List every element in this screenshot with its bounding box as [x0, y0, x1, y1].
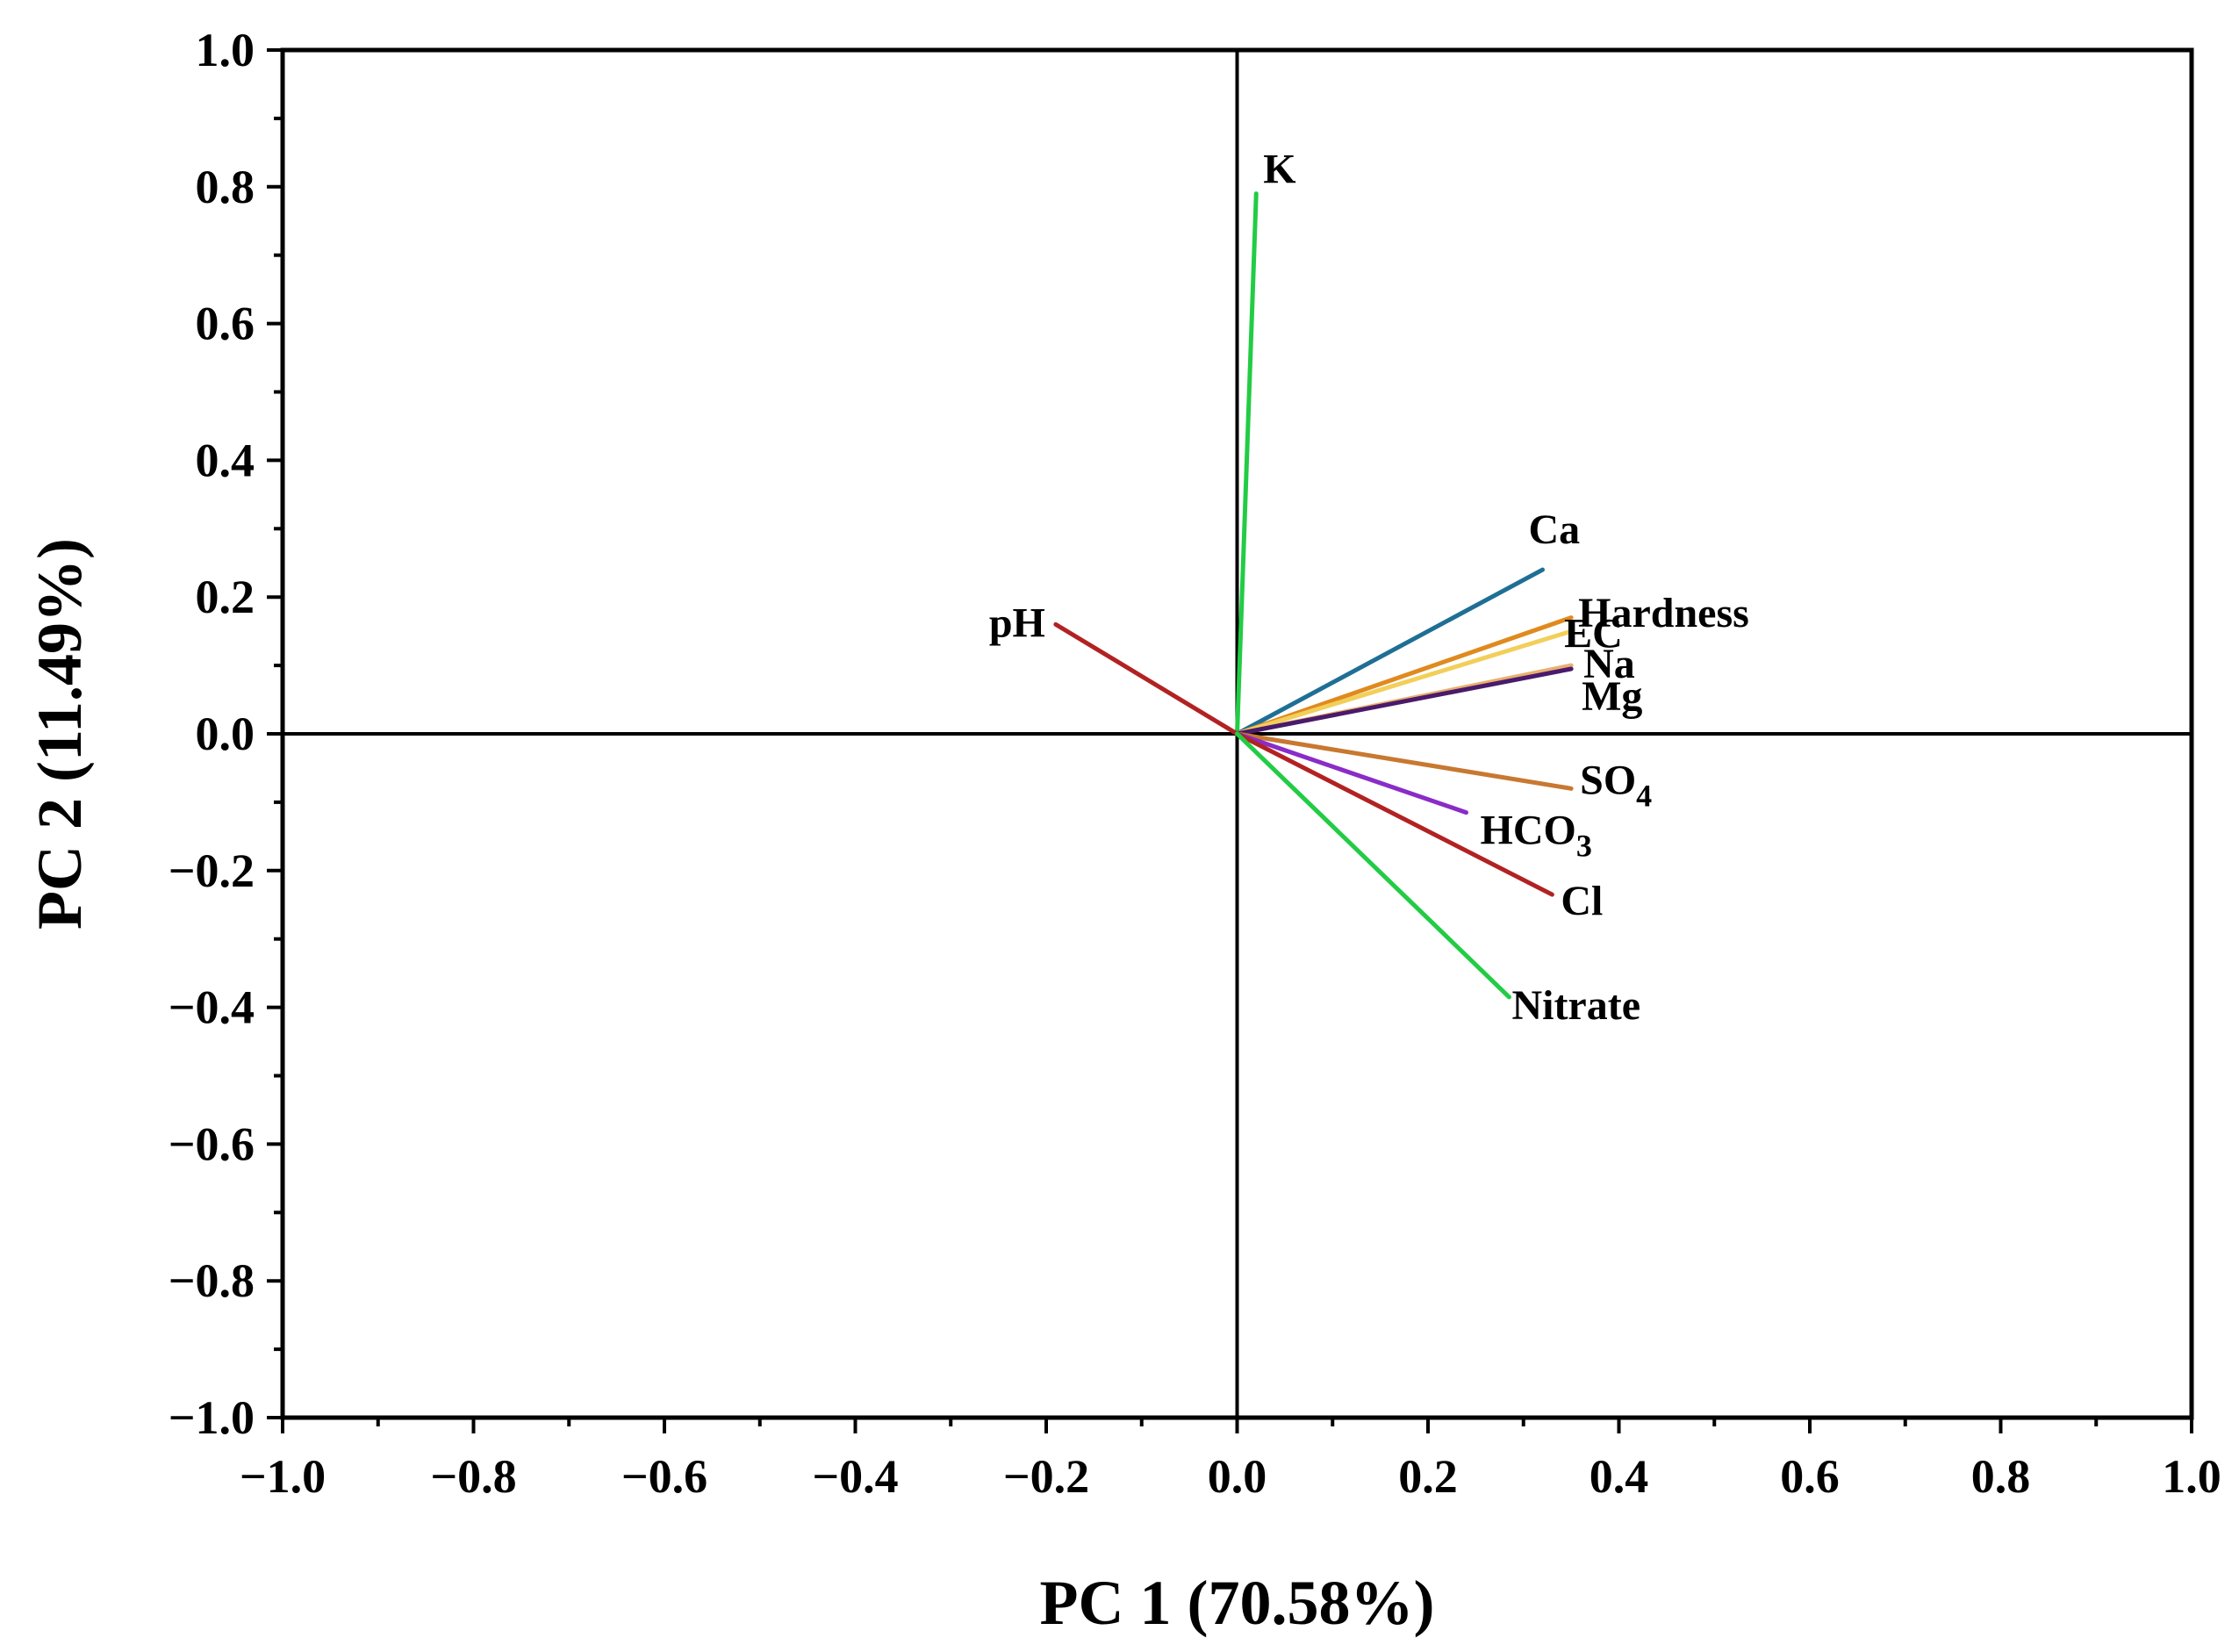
x-tick-label: −0.2: [1003, 1450, 1089, 1503]
y-tick-label: 0.0: [196, 707, 255, 760]
y-tick-label: 1.0: [196, 24, 255, 76]
y-tick-label: −0.8: [169, 1254, 255, 1307]
vector-hardness: [1235, 628, 1574, 736]
vector-label-k: K: [1263, 147, 1295, 193]
x-tick-label: 0.0: [1208, 1450, 1267, 1503]
vector-label-cl: Cl: [1561, 878, 1603, 924]
x-tick-label: 0.8: [1971, 1450, 2031, 1503]
vector-so4: [1235, 731, 1574, 791]
vector-label-nitrate: Nitrate: [1511, 982, 1640, 1029]
plot-frame: [280, 47, 2194, 1420]
vector-label-so4: SO4: [1580, 757, 1652, 813]
vector-label-ca: Ca: [1529, 506, 1581, 553]
x-tick-label: 0.6: [1780, 1450, 1840, 1503]
x-axis-title: PC 1 (70.58%): [1040, 1568, 1435, 1638]
y-tick-label: −0.6: [169, 1117, 255, 1170]
x-tick-label: −0.8: [430, 1450, 516, 1503]
y-axis-title: PC 2 (11.49%): [25, 538, 95, 930]
y-tick-label: 0.4: [196, 434, 255, 486]
axes-layer: [267, 48, 2193, 1433]
vector-label-na: Na: [1583, 641, 1635, 687]
vector-k: [1235, 191, 1259, 736]
x-tick-label: −0.4: [812, 1450, 898, 1503]
y-tick-label: −0.2: [169, 844, 255, 897]
vectors-layer: [1053, 191, 1574, 1000]
x-tick-label: −1.0: [240, 1450, 326, 1503]
x-tick-label: 0.2: [1398, 1450, 1458, 1503]
vector-nitrate: [1235, 731, 1511, 1000]
vector-mg: [1235, 666, 1574, 736]
y-tick-label: −0.4: [169, 981, 255, 1034]
y-tick-label: 0.6: [196, 298, 255, 350]
x-tick-label: 0.4: [1590, 1450, 1649, 1503]
vector-label-hco3: HCO3: [1481, 808, 1592, 864]
y-tick-label: −1.0: [169, 1391, 255, 1444]
labels-layer: −1.0 −0.8 −0.6 −0.4 −0.2 0.0 0.2 0.4 0.6 0.8 1.0 1.…: [169, 24, 2221, 1503]
vector-label-ec: EC: [1564, 611, 1623, 657]
vector-label-ph: pH: [989, 600, 1045, 646]
vector-cl: [1235, 731, 1554, 897]
vector-ph: [1053, 621, 1239, 736]
vector-hco3: [1235, 731, 1468, 815]
vector-label-mg: Mg: [1582, 673, 1642, 720]
y-tick-label: 0.2: [196, 571, 255, 623]
vector-ca: [1235, 567, 1545, 736]
x-tick-label: 1.0: [2162, 1450, 2221, 1503]
vector-label-hardness: Hardness: [1578, 590, 1749, 636]
y-tick-label: 0.8: [196, 161, 255, 213]
x-tick-label: −0.6: [621, 1450, 707, 1503]
